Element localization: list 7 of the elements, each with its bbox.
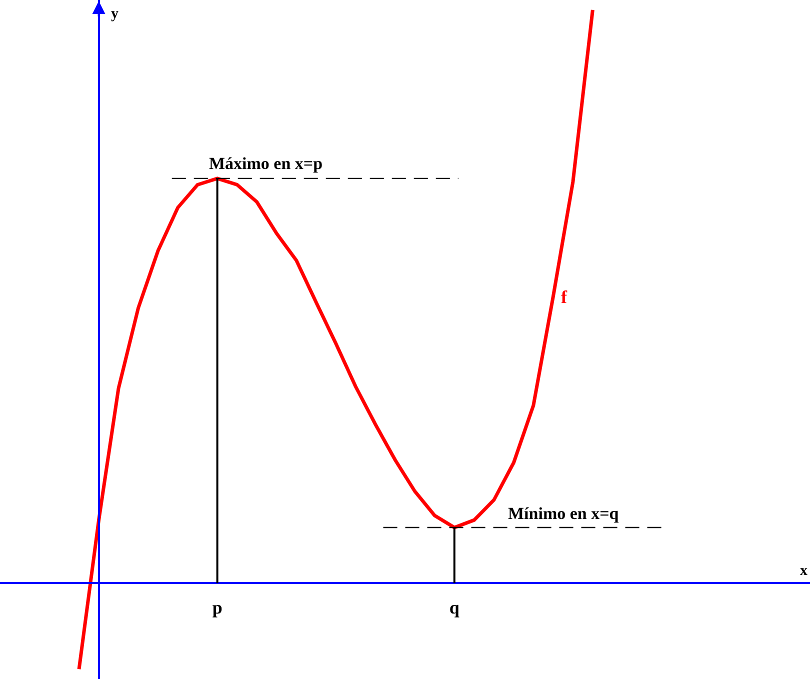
y-axis-title: y — [111, 6, 119, 22]
series-label: f — [561, 287, 568, 307]
x-tick-label: p — [212, 598, 222, 618]
x-tick-label: q — [449, 598, 460, 618]
ref-line-label: Máximo en x=p — [209, 154, 323, 173]
ref-line-label: Mínimo en x=q — [508, 504, 620, 523]
text: x — [800, 563, 808, 579]
